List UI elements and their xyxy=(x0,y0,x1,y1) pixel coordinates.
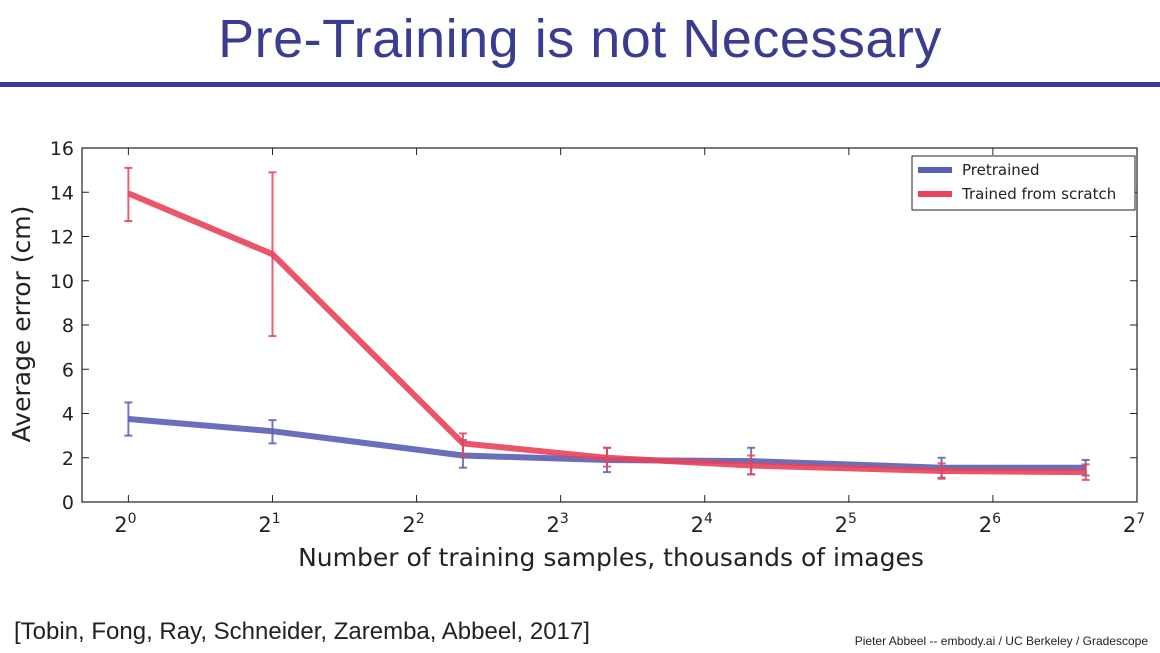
y-tick-label: 16 xyxy=(50,138,74,160)
error-bar-trained-from-scratch xyxy=(747,454,756,476)
slide-title: Pre-Training is not Necessary xyxy=(218,9,942,69)
y-tick-label: 8 xyxy=(62,315,74,337)
x-tick-label: 22 xyxy=(402,511,424,537)
x-tick-label: 27 xyxy=(1123,511,1145,537)
x-tick-label: 23 xyxy=(547,511,569,537)
error-bar-pretrained xyxy=(268,419,277,445)
error-bar-trained-from-scratch xyxy=(937,462,946,480)
y-tick-label: 0 xyxy=(62,492,74,514)
x-tick-label: 25 xyxy=(835,511,857,537)
credit-footer: Pieter Abbeel -- embody.ai / UC Berkeley… xyxy=(854,634,1148,648)
x-tick-label: 26 xyxy=(979,511,1001,537)
error-bar-trained-from-scratch xyxy=(268,171,277,338)
error-bar-trained-from-scratch xyxy=(458,432,467,457)
title-divider xyxy=(0,82,1160,87)
error-bar-trained-from-scratch xyxy=(603,446,612,468)
error-bar-pretrained xyxy=(124,401,133,437)
chart-legend: Pretrained Trained from scratch xyxy=(911,155,1136,211)
legend-label-pretrained: Pretrained xyxy=(962,161,1040,179)
y-tick-label: 10 xyxy=(50,271,74,293)
x-tick-label: 24 xyxy=(691,511,713,537)
citation: [Tobin, Fong, Ray, Schneider, Zaremba, A… xyxy=(14,618,590,645)
y-tick-label: 14 xyxy=(50,182,74,204)
legend-label-trained-from-scratch: Trained from scratch xyxy=(961,185,1116,203)
y-axis-label: Average error (cm) xyxy=(7,206,36,443)
x-axis-label: Number of training samples, thousands of… xyxy=(298,543,924,572)
error-bar-trained-from-scratch xyxy=(124,166,133,223)
error-bar-trained-from-scratch xyxy=(1081,463,1090,481)
x-tick-label: 21 xyxy=(258,511,280,537)
x-tick-label: 20 xyxy=(114,511,136,537)
y-tick-label: 2 xyxy=(62,448,74,470)
y-tick-label: 12 xyxy=(50,227,74,249)
legend-box xyxy=(911,155,1136,211)
y-tick-label: 4 xyxy=(62,404,74,426)
y-tick-label: 6 xyxy=(62,359,74,381)
